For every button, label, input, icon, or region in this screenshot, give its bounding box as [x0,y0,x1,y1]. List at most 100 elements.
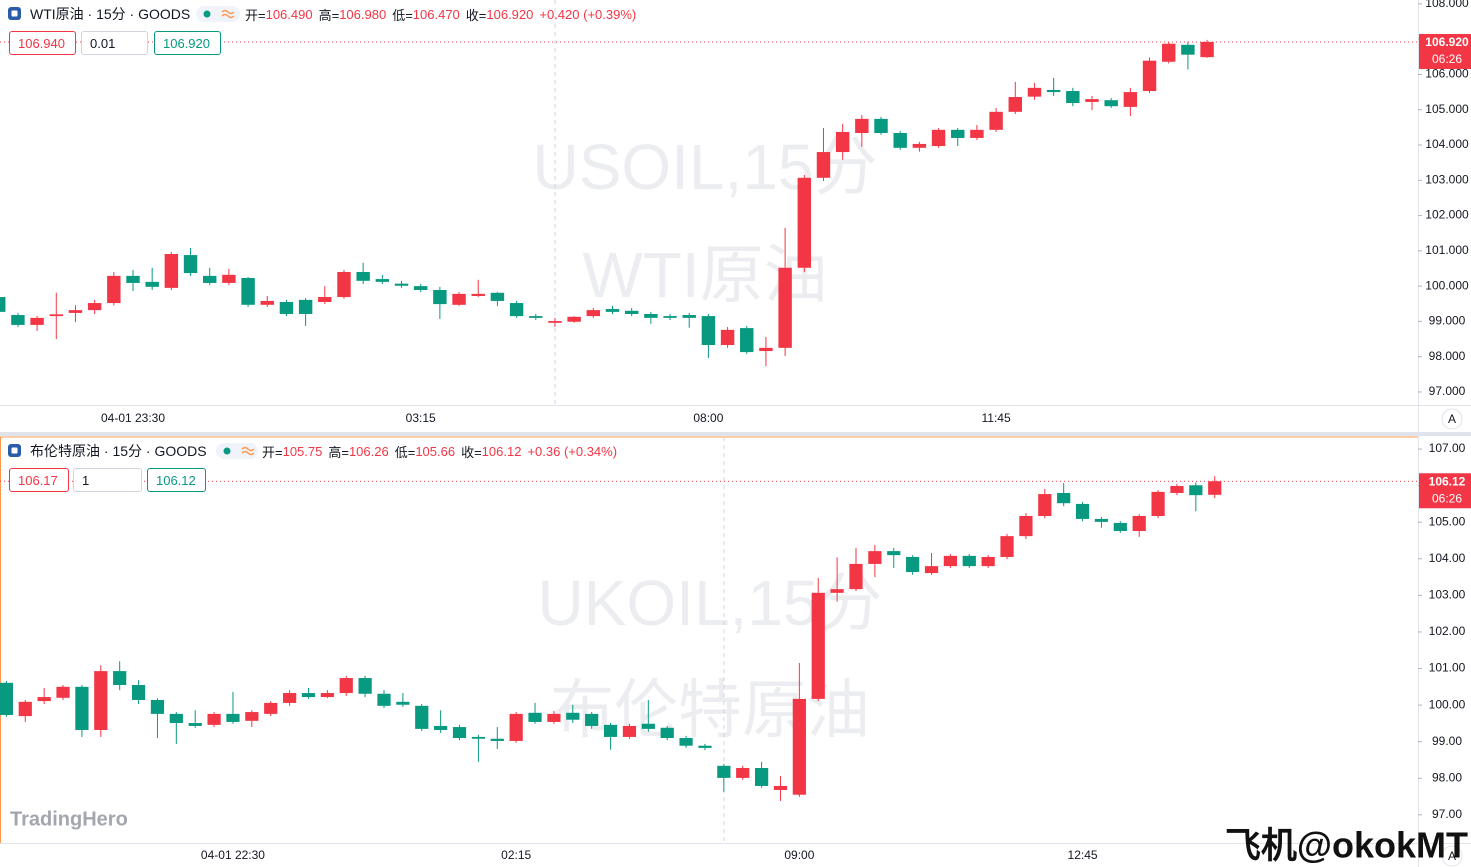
y-tick-label: 104.000 [1425,137,1469,151]
y-tick-label: 101.000 [1425,243,1469,257]
candle-body [1000,536,1014,557]
y-tick-label: 103.000 [1425,172,1469,186]
candle-body [226,713,240,722]
trade-button[interactable]: 106.12 [147,468,206,492]
y-tick-label: 104.00 [1429,551,1466,565]
candle-body [358,678,372,694]
candle-body [1189,485,1203,496]
ohlc-value: 105.66 [415,443,456,459]
candle-body [279,301,294,314]
candle-body [835,131,850,153]
countdown-label: 06:26 [1432,491,1462,505]
candle-body [663,316,677,318]
countdown-label: 06:26 [1432,52,1462,66]
y-tick-label: 102.00 [1429,624,1466,638]
symbol-icon-inner [11,447,18,454]
candle-body [797,177,812,268]
trade-button[interactable]: 106.920 [154,31,221,55]
symbol-title: 布伦特原油 · 15分 · GOODS [30,443,207,459]
candle-body [1085,99,1099,102]
candle-body [1104,100,1118,107]
status-dot [223,447,231,455]
trade-button[interactable]: 106.940 [9,31,76,55]
candle-body [778,267,792,348]
candle-body [434,725,448,730]
candle-body [1019,516,1033,537]
last-price-label: 106.12 [1429,474,1466,488]
candle-body [717,765,731,778]
candle-body [605,309,620,312]
candle-body [682,315,696,318]
candle-body [792,698,806,795]
ohlc-value: 106.490 [265,6,313,22]
candle-body [169,713,183,724]
candle-body [816,152,831,178]
candle-body [1123,92,1138,107]
candle-body [18,701,32,717]
candle-body [567,316,581,322]
candle-body [773,785,788,790]
candle-body [0,682,14,715]
ohlc-value: 106.26 [348,443,389,459]
candle-body [183,255,198,274]
y-tick-label: 106.000 [1425,67,1469,81]
candle-body [548,321,562,323]
auto-scale-button[interactable]: A [1448,412,1456,426]
candle-body [660,727,674,739]
candle-body [490,292,505,301]
candle-body [1008,97,1022,112]
candle-body [1027,87,1042,97]
candle-body [585,713,599,726]
candle-body [698,745,712,748]
ohlc-value: 106.470 [412,6,460,22]
y-tick-label: 108.000 [1425,0,1469,10]
candle-body [452,727,467,739]
candle-body [131,684,146,700]
ohlc-key: 收= [465,7,487,23]
last-price-label: 106.920 [1425,35,1469,49]
x-tick-label: 12:45 [1068,848,1098,862]
time-axis-bg [0,405,1471,433]
status-dot [203,10,211,18]
candle-body [207,713,221,725]
candle-body [622,725,637,737]
ohlc-value: 106.12 [481,443,522,459]
candle-body [529,316,543,318]
candle-body [49,314,63,317]
candle-body [679,738,693,746]
status-pill [196,6,240,22]
trade-button[interactable]: 1 [73,468,142,492]
candle-body [433,289,447,305]
candle-body [337,271,351,298]
candle-body [241,277,255,305]
candle-body [0,297,6,312]
candle-body [1142,60,1157,92]
candle-body [970,129,984,138]
ohlc-value: 105.75 [282,443,323,459]
candle-body [471,293,485,296]
auto-scale-button-bg [1441,845,1463,867]
trade-button[interactable]: 106.17 [9,468,69,492]
y-tick-label: 105.000 [1425,102,1469,116]
y-tick-label: 99.00 [1432,734,1462,748]
candle-body [931,129,946,147]
candle-body [586,310,601,317]
candle-body [874,118,888,134]
ohlc-key: 开= [245,7,266,23]
x-tick-label: 04-01 23:30 [101,411,165,425]
candle-body [1162,43,1176,62]
auto-scale-button-bg [1441,408,1463,430]
candle-body [68,310,83,313]
candle-body [1151,491,1165,517]
auto-scale-button[interactable]: A [1448,849,1456,863]
candle-body [720,329,735,346]
y-tick-label: 98.00 [1432,770,1462,784]
candle-body [37,697,51,702]
trade-button[interactable]: 0.01 [81,31,148,55]
candle-body [222,274,236,283]
y-tick-label: 100.00 [1429,697,1466,711]
candle-body [318,297,332,302]
candle-body [1200,41,1214,58]
candle-body [1094,518,1109,522]
